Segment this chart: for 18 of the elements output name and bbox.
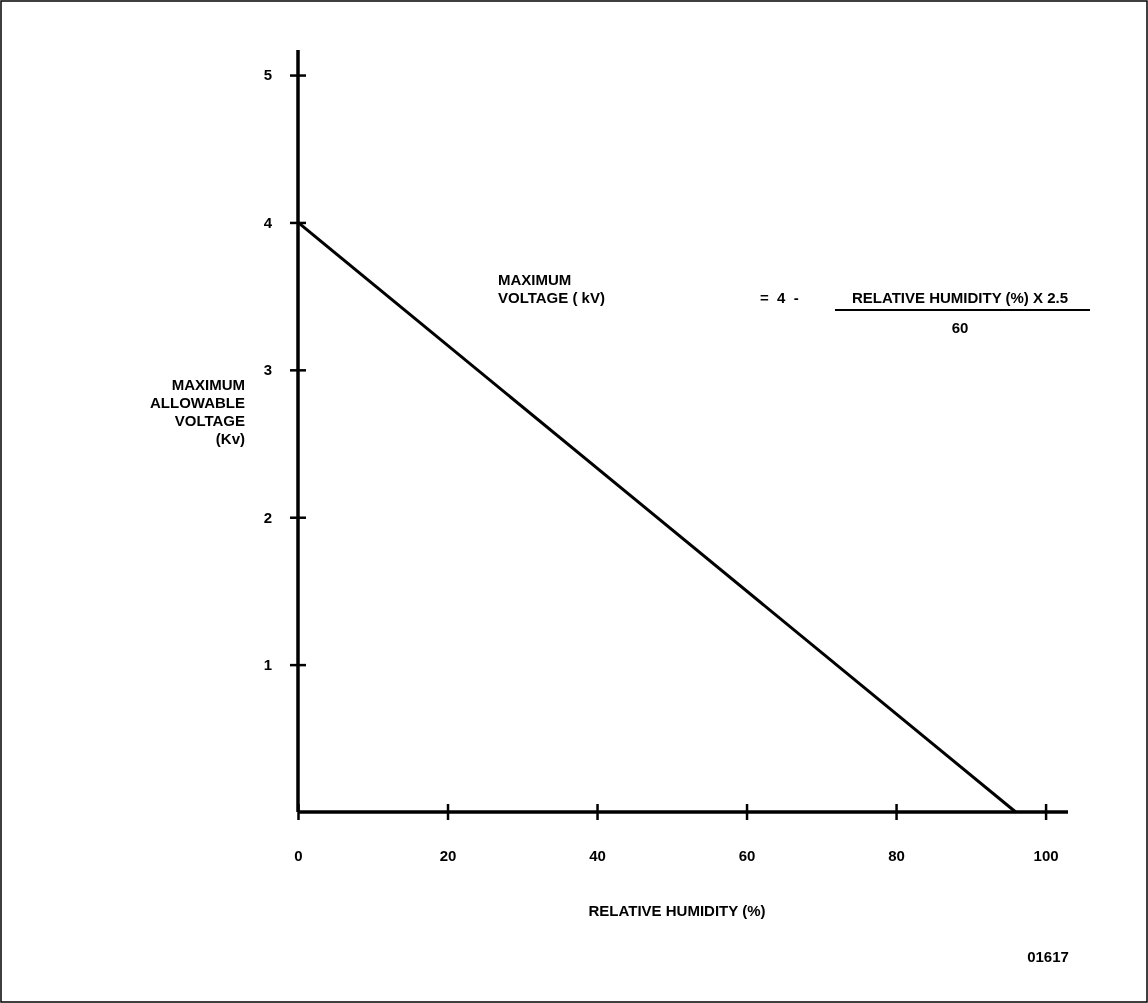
annotation: = 4 - [760,289,799,306]
y-tick-label: 1 [263,655,272,673]
y-tick-label: 3 [263,361,272,379]
x-axis-title: RELATIVE HUMIDITY (%) [588,902,766,919]
x-tick-label: 60 [738,846,756,864]
y-tick-label: 2 [263,508,272,526]
text: 01617 [1027,948,1069,965]
x-tick-label: 100 [1033,846,1059,864]
x-tick-label: 20 [439,846,457,864]
annotation: RELATIVE HUMIDITY (%) X 2.5 [851,289,1069,306]
y-axis-title: MAXIMUM ALLOWABLE VOLTAGE (Kv) [150,376,245,447]
x-tick-label: 0 [294,846,303,864]
x-tick-label: 40 [589,846,606,864]
y-tick-label: 5 [263,66,272,84]
annotation: 60 [951,319,969,336]
y-tick-label: 4 [263,213,273,231]
annotation: MAXIMUM VOLTAGE ( kV) [498,271,605,306]
x-tick-label: 80 [888,846,905,864]
